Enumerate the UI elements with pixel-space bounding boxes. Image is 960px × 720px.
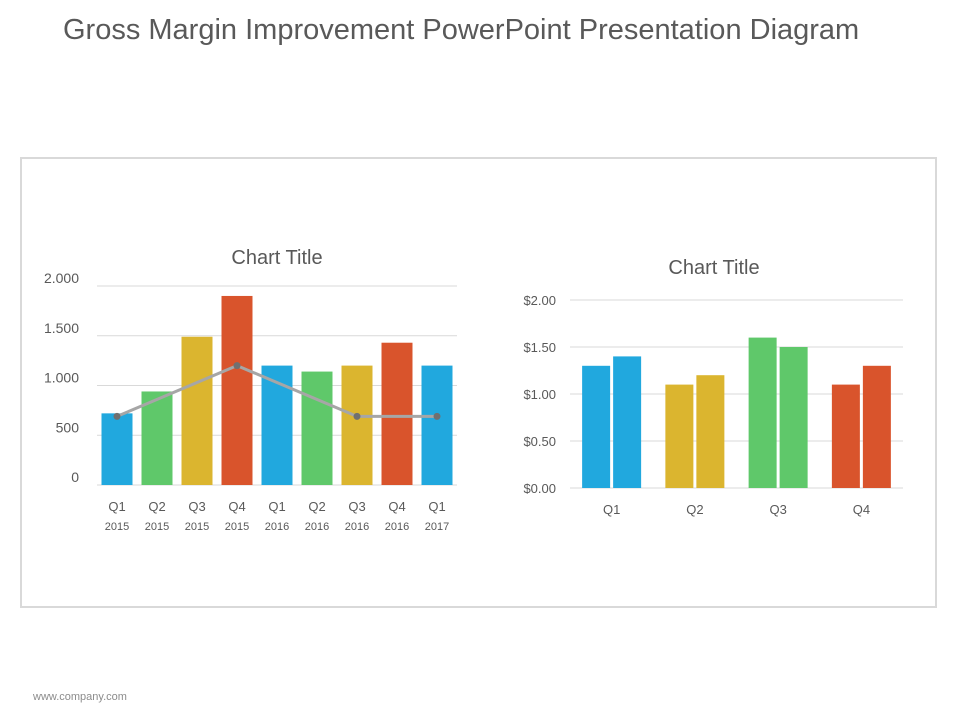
chart-2-y-tick-label: $1.00 bbox=[523, 387, 556, 402]
chart-2-x-tick-label: Q4 bbox=[853, 502, 870, 517]
chart-1-bar-3 bbox=[181, 336, 213, 485]
chart-2-bar-q4-series-2 bbox=[862, 365, 891, 488]
chart-1-x-tick-quarter: Q4 bbox=[228, 499, 245, 514]
chart-1-y-tick-label: 1.000 bbox=[44, 370, 79, 386]
chart-1-line-series bbox=[116, 363, 437, 418]
chart-1-bar-6 bbox=[301, 371, 333, 485]
chart-1-x-tick-year: 2015 bbox=[185, 521, 209, 533]
chart-1-title: Chart Title bbox=[231, 247, 322, 269]
chart-1-line-point bbox=[433, 412, 441, 420]
slide-title: Gross Margin Improvement PowerPoint Pres… bbox=[63, 14, 860, 46]
chart-2-x-tick-label: Q3 bbox=[769, 502, 786, 517]
chart-1-x-tick-quarter: Q3 bbox=[188, 499, 205, 514]
chart-frame bbox=[20, 157, 937, 608]
chart-1-line-point bbox=[233, 362, 241, 370]
footer-url: www.company.com bbox=[33, 691, 127, 703]
chart-2-x-tick-label: Q2 bbox=[686, 502, 703, 517]
chart-2-bar-q2-series-2 bbox=[696, 375, 725, 488]
chart-1-bar-9 bbox=[421, 365, 453, 485]
chart-2-y-tick-label: $0.00 bbox=[523, 481, 556, 496]
chart-2-bar-q3-series-1 bbox=[748, 337, 777, 488]
chart-1-x-tick-quarter: Q3 bbox=[348, 499, 365, 514]
chart-2-y-tick-label: $0.50 bbox=[523, 434, 556, 449]
chart-2-bar-q1-series-1 bbox=[582, 365, 611, 488]
chart-1-bar-4 bbox=[221, 295, 253, 485]
chart-2-bar-q3-series-2 bbox=[779, 347, 808, 488]
chart-2-y-tick-label: $1.50 bbox=[523, 340, 556, 355]
chart-1-bar-1 bbox=[101, 413, 133, 485]
chart-1-x-tick-quarter: Q1 bbox=[108, 499, 125, 514]
chart-1-x-tick-year: 2015 bbox=[105, 521, 129, 533]
chart-2-title: Chart Title bbox=[668, 257, 759, 279]
chart-2-bar-q1-series-2 bbox=[613, 356, 642, 488]
chart-1-y-tick-label: 1.500 bbox=[44, 320, 79, 336]
chart-1-x-tick-quarter: Q2 bbox=[308, 499, 325, 514]
chart-1-x-tick-quarter: Q4 bbox=[388, 499, 405, 514]
chart-1-x-tick-quarter: Q2 bbox=[148, 499, 165, 514]
chart-1-x-tick-year: 2016 bbox=[345, 521, 369, 533]
chart-1-x-tick-quarter: Q1 bbox=[428, 499, 445, 514]
chart-2-bar-q2-series-1 bbox=[665, 384, 694, 488]
chart-1-x-tick-year: 2016 bbox=[385, 521, 409, 533]
chart-1-y-tick-label: 500 bbox=[56, 419, 80, 435]
chart-1-x-tick-year: 2015 bbox=[145, 521, 169, 533]
chart-1-bar-8 bbox=[381, 342, 413, 485]
chart-1-y-tick-label: 2.000 bbox=[44, 270, 79, 286]
chart-1-x-tick-year: 2016 bbox=[305, 521, 329, 533]
chart-2-y-tick-label: $2.00 bbox=[523, 293, 556, 308]
chart-1-bar-2 bbox=[141, 391, 173, 485]
chart-1-x-tick-quarter: Q1 bbox=[268, 499, 285, 514]
chart-1-line-point bbox=[113, 412, 121, 420]
chart-2-x-tick-label: Q1 bbox=[603, 502, 620, 517]
chart-1-x-tick-year: 2015 bbox=[225, 521, 249, 533]
chart-1-line-point bbox=[353, 412, 361, 420]
chart-1-y-tick-label: 0 bbox=[71, 469, 79, 485]
chart-1-bar-7 bbox=[341, 365, 373, 485]
chart-1-x-tick-year: 2016 bbox=[265, 521, 289, 533]
chart-2-bar-q4-series-1 bbox=[831, 384, 860, 488]
chart-1-x-tick-year: 2017 bbox=[425, 521, 449, 533]
